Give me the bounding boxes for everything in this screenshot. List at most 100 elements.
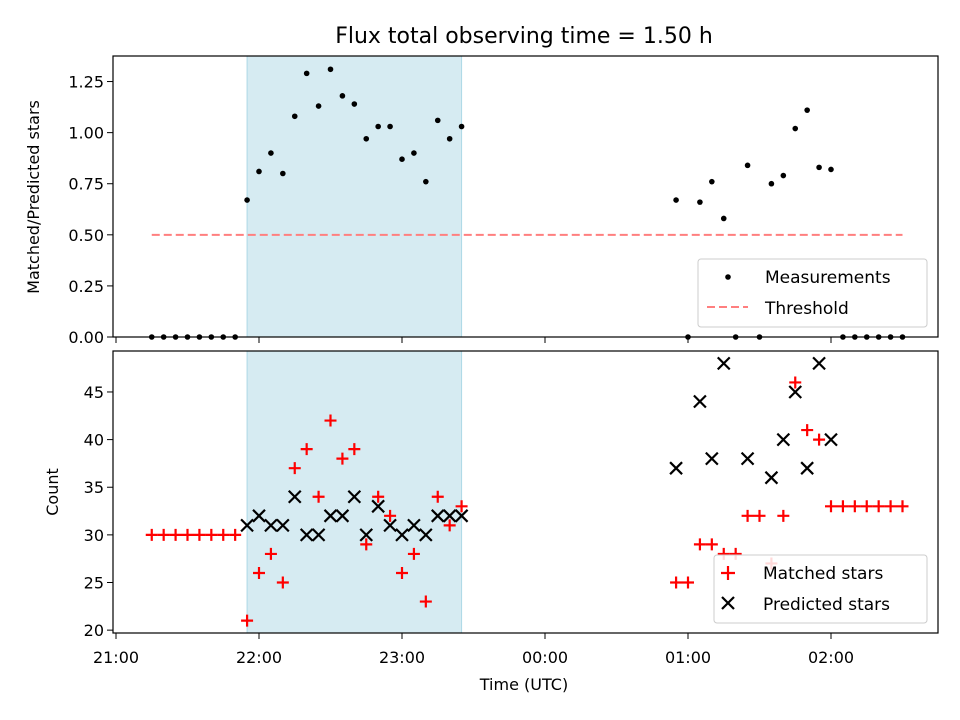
bottom-legend: Matched stars Predicted stars <box>713 554 928 624</box>
matched-star-point <box>288 462 301 475</box>
measurement-point <box>351 101 358 107</box>
measurement-point <box>828 166 834 173</box>
measurement-point <box>720 215 727 222</box>
top-ytick-label: 0.50 <box>68 226 104 245</box>
top-ytick-label: 1.00 <box>68 124 104 143</box>
predicted-star-point <box>299 528 314 542</box>
top-ytick-label: 1.25 <box>68 73 104 92</box>
predicted-star-point <box>824 432 838 447</box>
bottom-xtick-label: 22:00 <box>236 648 282 667</box>
legend-measurements-label: Measurements <box>765 268 891 288</box>
measurement-point <box>768 180 775 187</box>
measurement-point <box>446 135 453 142</box>
matched-star-point <box>872 500 885 513</box>
predicted-star-point <box>705 451 719 466</box>
matched-star-point <box>836 500 849 513</box>
predicted-star-point <box>264 518 278 533</box>
matched-star-point <box>241 614 254 627</box>
matched-star-point <box>407 547 420 560</box>
legend-measurements-marker <box>725 274 731 280</box>
predicted-star-point <box>276 518 290 533</box>
predicted-star-point <box>669 461 683 475</box>
matched-star-point <box>777 509 790 522</box>
measurement-point <box>411 150 417 156</box>
measurement-point <box>327 66 334 73</box>
measurement-point <box>303 70 310 77</box>
predicted-star-point <box>323 509 338 523</box>
measurement-point <box>256 168 262 175</box>
predicted-star-point <box>287 489 302 504</box>
predicted-star-point <box>788 385 803 399</box>
measurement-point <box>423 178 429 185</box>
matched-star-point <box>348 443 361 456</box>
predicted-star-point <box>419 528 433 542</box>
predicted-star-point <box>407 518 421 533</box>
matched-star-point <box>848 500 861 513</box>
legend-predicted-marker <box>721 596 735 610</box>
predicted-star-point <box>454 509 469 523</box>
matched-star-point <box>884 500 897 513</box>
matched-star-point <box>193 528 206 541</box>
measurement-point <box>816 164 822 171</box>
predicted-star-point <box>764 470 779 485</box>
chart-title: Flux total observing time = 1.50 h <box>335 24 713 49</box>
measurement-point <box>280 170 286 177</box>
bottom-ytick-label: 45 <box>84 383 104 402</box>
matched-star-point <box>860 500 873 513</box>
top-ylabel: Matched/Predicted stars <box>24 100 43 294</box>
matched-star-point <box>825 500 837 513</box>
bottom-xtick-label: 02:00 <box>808 648 854 667</box>
predicted-star-point <box>740 451 755 466</box>
predicted-star-point <box>693 394 707 409</box>
bottom-panel: 20 25 30 35 40 45 21:00 22:00 23:00 00:00 01:00 02… <box>43 350 939 694</box>
matched-star-point <box>670 576 683 589</box>
measurement-point <box>363 135 370 142</box>
matched-star-point <box>419 595 432 608</box>
predicted-star-point <box>383 518 397 533</box>
matched-star-point <box>169 528 182 541</box>
matched-star-point <box>443 519 456 532</box>
predicted-star-point <box>252 509 266 523</box>
measurement-point <box>434 117 441 124</box>
matched-star-point <box>741 509 754 522</box>
matched-star-point <box>813 433 826 446</box>
measurement-point <box>244 197 250 203</box>
measurement-point <box>697 199 703 205</box>
matched-star-point <box>682 576 694 589</box>
measurement-point <box>387 123 393 130</box>
bottom-ytick-label: 35 <box>84 478 104 497</box>
matched-star-point <box>801 424 814 437</box>
measurement-point <box>399 156 405 163</box>
bottom-ytick-label: 40 <box>84 431 104 450</box>
top-ytick-label: 0.75 <box>68 175 104 194</box>
bottom-ytick-label: 25 <box>84 574 104 593</box>
matched-star-point <box>324 414 337 427</box>
bottom-xlabel: Time (UTC) <box>479 675 568 694</box>
bottom-legend-frame <box>713 554 928 624</box>
bottom-xtick-label: 23:00 <box>379 648 425 667</box>
top-legend-frame <box>697 258 928 328</box>
matched-star-point <box>157 528 170 541</box>
legend-predicted-label: Predicted stars <box>763 595 890 615</box>
matched-star-point <box>217 528 230 541</box>
matched-star-point <box>336 452 349 465</box>
measurement-point <box>804 107 810 113</box>
measurement-point <box>458 123 465 130</box>
predicted-star-point <box>430 509 445 523</box>
top-ytick-label: 0.00 <box>68 328 104 347</box>
top-panel: 0.00 0.25 0.50 0.75 1.00 1.25 Matched/Predict… <box>24 55 939 347</box>
measurement-point <box>375 123 381 130</box>
matched-star-point <box>205 528 218 541</box>
matched-star-point <box>384 509 397 522</box>
measurement-point <box>268 150 274 156</box>
measurement-point <box>792 125 799 132</box>
matched-star-point <box>789 376 802 389</box>
matched-star-point <box>705 538 718 551</box>
legend-threshold-label: Threshold <box>764 299 849 319</box>
matched-star-point <box>312 490 325 503</box>
matched-star-point <box>693 538 706 551</box>
top-shaded-span <box>246 55 463 338</box>
bottom-shaded-span <box>246 350 463 634</box>
predicted-star-point <box>442 509 457 523</box>
